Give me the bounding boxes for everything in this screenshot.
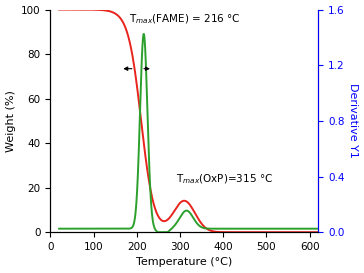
Text: T$_{max}$(FAME) = 216 °C: T$_{max}$(FAME) = 216 °C [128, 13, 240, 26]
Y-axis label: Derivative Y1: Derivative Y1 [348, 84, 359, 158]
Text: T$_{max}$(OxP)=315 °C: T$_{max}$(OxP)=315 °C [176, 173, 273, 186]
Y-axis label: Weight (%): Weight (%) [5, 90, 16, 152]
X-axis label: Temperature (°C): Temperature (°C) [136, 257, 233, 268]
